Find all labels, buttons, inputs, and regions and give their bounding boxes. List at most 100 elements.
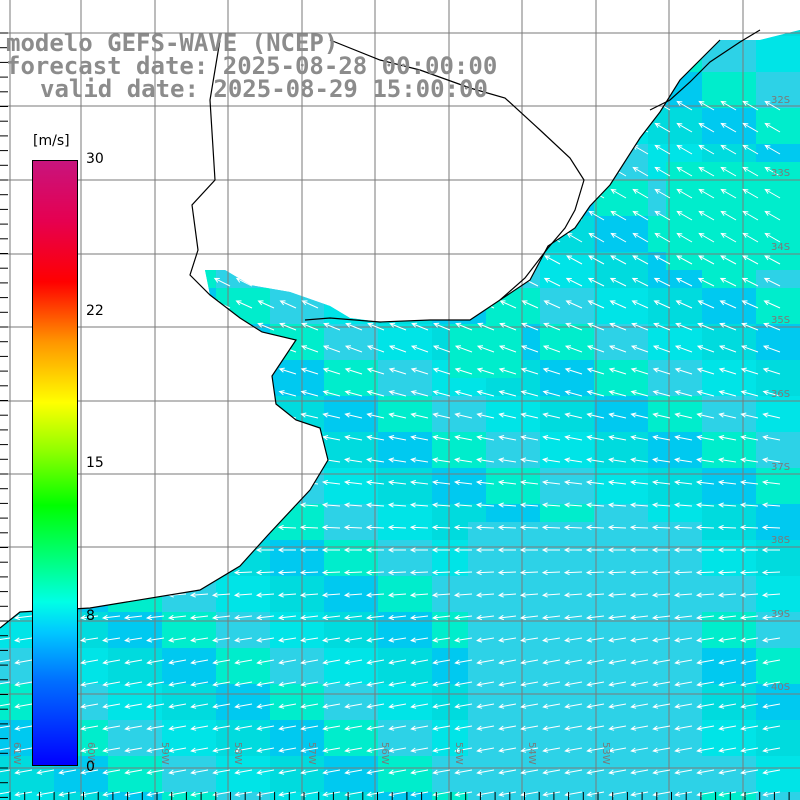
sea-cell — [648, 540, 666, 558]
sea-cell — [126, 432, 144, 450]
sea-cell — [774, 378, 792, 396]
wind-arrow — [299, 614, 319, 621]
sea-cell — [486, 108, 504, 126]
sea-cell — [432, 108, 450, 126]
sea-cell — [594, 324, 612, 342]
sea-cell — [648, 288, 666, 306]
wind-arrow — [324, 188, 341, 199]
sea-cell — [648, 576, 666, 594]
wind-arrow — [520, 345, 539, 353]
sea-cell — [270, 792, 288, 800]
sea-cell — [648, 342, 666, 360]
sea-cell — [504, 144, 522, 162]
wind-arrow — [478, 232, 495, 243]
sea-cell — [198, 198, 216, 216]
sea-cell — [144, 0, 162, 18]
sea-cell — [450, 720, 468, 738]
sea-cell — [594, 540, 612, 558]
sea-cell — [144, 486, 162, 504]
colorbar-tick-8: 8 — [86, 608, 95, 624]
wind-arrow — [324, 210, 341, 221]
sea-cell — [0, 594, 18, 612]
sea-cell — [666, 234, 684, 252]
sea-cell — [432, 126, 450, 144]
sea-cell — [684, 432, 702, 450]
wind-arrow — [676, 255, 693, 265]
sea-cell — [252, 684, 270, 702]
sea-cell — [396, 270, 414, 288]
wind-arrow — [123, 592, 143, 598]
sea-cell — [738, 738, 756, 756]
sea-cell — [450, 162, 468, 180]
sea-cell — [468, 540, 486, 558]
wind-arrow — [168, 435, 187, 441]
sea-cell — [684, 720, 702, 738]
wind-arrow — [519, 592, 539, 598]
sea-cell — [468, 378, 486, 396]
sea-cell — [666, 432, 684, 450]
wind-arrow — [698, 144, 715, 155]
sea-cell — [432, 306, 450, 324]
wind-arrow — [168, 681, 187, 687]
sea-cell — [234, 252, 252, 270]
wind-arrow — [58, 791, 77, 797]
sea-cell — [522, 558, 540, 576]
colorbar-tick-0: 0 — [86, 759, 95, 775]
sea-cell — [252, 126, 270, 144]
sea-cell — [612, 234, 630, 252]
sea-cell — [126, 720, 144, 738]
wind-arrow — [16, 122, 33, 133]
sea-cell — [270, 180, 288, 198]
sea-cell — [36, 108, 54, 126]
wind-arrow — [499, 322, 517, 331]
wind-arrow — [610, 232, 627, 243]
sea-cell — [594, 360, 612, 378]
wind-arrow — [676, 232, 693, 243]
sea-cell — [630, 792, 648, 800]
sea-cell — [702, 432, 720, 450]
wind-arrow — [344, 747, 363, 753]
sea-cell — [252, 198, 270, 216]
sea-cell — [522, 306, 540, 324]
sea-cell — [162, 774, 180, 792]
sea-cell — [270, 468, 288, 486]
wind-arrow — [410, 725, 429, 731]
wind-arrow — [764, 188, 781, 199]
sea-cell — [144, 756, 162, 774]
sea-cell — [486, 450, 504, 468]
wind-arrow — [432, 703, 451, 709]
sea-cell — [198, 558, 216, 576]
wind-arrow — [322, 681, 341, 687]
wind-arrow — [233, 592, 253, 598]
wind-arrow — [14, 367, 33, 375]
sea-cell — [666, 756, 684, 774]
wind-arrow — [454, 747, 473, 753]
wind-arrow — [60, 122, 77, 133]
sea-cell — [162, 540, 180, 558]
sea-cell — [504, 504, 522, 522]
sea-cell — [198, 468, 216, 486]
sea-cell — [126, 576, 144, 594]
sea-cell — [612, 558, 630, 576]
sea-cell — [648, 90, 666, 108]
wind-arrow — [500, 255, 517, 265]
sea-cell — [108, 558, 126, 576]
sea-cell — [486, 630, 504, 648]
sea-cell — [756, 54, 774, 72]
sea-cell — [666, 774, 684, 792]
wind-arrow — [676, 122, 693, 133]
sea-cell — [306, 792, 324, 800]
wind-arrow — [146, 345, 165, 353]
sea-cell — [324, 774, 342, 792]
wind-arrow — [476, 457, 495, 463]
wind-arrow — [278, 791, 297, 797]
wind-arrow — [652, 367, 671, 375]
sea-cell — [378, 576, 396, 594]
sea-cell — [594, 414, 612, 432]
wind-arrow — [740, 390, 759, 397]
wind-arrow — [477, 300, 495, 309]
sea-cell — [558, 396, 576, 414]
sea-cell — [324, 378, 342, 396]
wind-arrow — [696, 637, 715, 643]
wind-arrow — [761, 614, 781, 621]
